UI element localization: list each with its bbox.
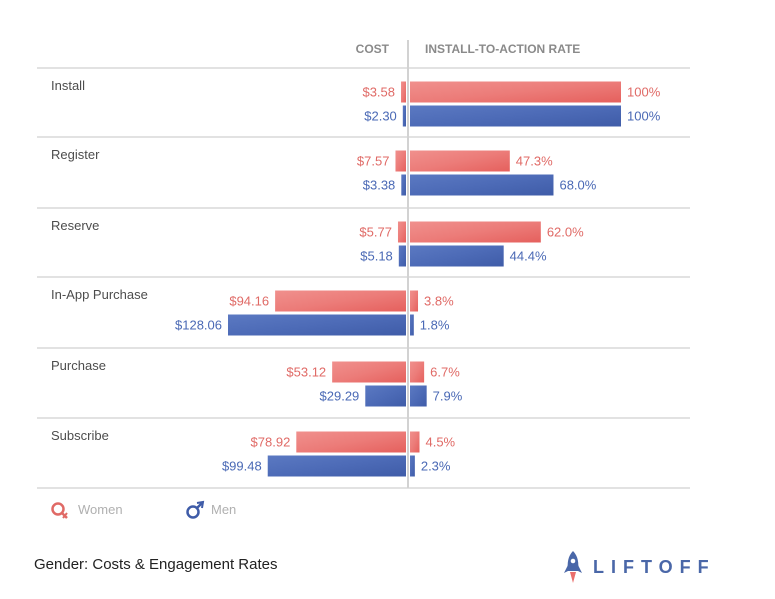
rate-bar-women-install — [410, 81, 621, 103]
male-icon-stem — [196, 502, 203, 509]
rate-label-women-register: 47.3% — [516, 154, 553, 169]
rate-label-men-purchase: 7.9% — [433, 389, 463, 404]
legend-women-label: Women — [78, 502, 123, 517]
cost-bar-men-register — [401, 174, 406, 196]
category-label-in-app-purchase: In-App Purchase — [51, 287, 148, 302]
rate-label-men-subscribe: 2.3% — [421, 459, 451, 474]
rate-bar-men-install — [410, 105, 621, 127]
legend-men-label: Men — [211, 502, 236, 517]
rocket-icon — [564, 551, 582, 583]
cost-bar-women-subscribe — [296, 431, 406, 453]
cost-label-women-register: $7.57 — [357, 154, 390, 169]
cost-bar-women-in-app-purchase — [275, 290, 406, 312]
legend: Women Men — [51, 500, 236, 519]
rate-label-women-in-app-purchase: 3.8% — [424, 294, 454, 309]
rate-bar-women-purchase — [410, 361, 425, 383]
rate-label-men-reserve: 44.4% — [510, 249, 547, 264]
cost-bar-men-reserve — [398, 245, 406, 267]
rate-bar-women-subscribe — [410, 431, 420, 453]
cost-label-men-reserve: $5.18 — [360, 249, 393, 264]
rate-bar-women-in-app-purchase — [410, 290, 419, 312]
cost-axis-header: COST — [356, 42, 390, 56]
cost-bar-men-install — [402, 105, 406, 127]
category-label-subscribe: Subscribe — [51, 428, 109, 443]
cost-label-women-reserve: $5.77 — [359, 225, 392, 240]
rate-label-men-register: 68.0% — [559, 178, 596, 193]
category-label-install: Install — [51, 78, 85, 93]
rate-bar-women-register — [410, 150, 510, 172]
category-label-register: Register — [51, 147, 100, 162]
rate-label-women-purchase: 6.7% — [430, 365, 460, 380]
rate-bar-men-purchase — [410, 385, 427, 407]
rate-label-men-in-app-purchase: 1.8% — [420, 318, 450, 333]
female-icon-ring — [51, 502, 65, 516]
rate-label-women-subscribe: 4.5% — [425, 435, 455, 450]
male-icon — [186, 500, 205, 519]
rate-label-women-install: 100% — [627, 85, 661, 100]
cost-bar-women-register — [395, 150, 406, 172]
category-label-purchase: Purchase — [51, 358, 106, 373]
rate-bar-men-register — [410, 174, 554, 196]
rate-bar-men-reserve — [410, 245, 504, 267]
male-icon-ring — [186, 505, 200, 519]
cost-label-men-subscribe: $99.48 — [222, 459, 262, 474]
female-icon-cross — [62, 512, 68, 519]
cost-label-women-in-app-purchase: $94.16 — [229, 294, 269, 309]
cost-label-women-subscribe: $78.92 — [251, 435, 291, 450]
cost-bar-men-in-app-purchase — [228, 314, 406, 336]
rate-label-women-reserve: 62.0% — [547, 225, 584, 240]
cost-label-women-purchase: $53.12 — [286, 365, 326, 380]
male-icon-arrow — [196, 500, 205, 509]
rate-bar-men-in-app-purchase — [410, 314, 414, 336]
cost-bar-men-purchase — [365, 385, 406, 407]
cost-bar-women-reserve — [397, 221, 406, 243]
cost-label-men-in-app-purchase: $128.06 — [175, 318, 222, 333]
rate-bar-men-subscribe — [410, 455, 415, 477]
cost-bar-women-purchase — [332, 361, 406, 383]
brand-logo: LIFTOFF — [563, 549, 716, 585]
chart-caption: Gender: Costs & Engagement Rates — [34, 556, 278, 573]
brand-name: LIFTOFF — [593, 556, 716, 577]
female-icon — [51, 502, 68, 519]
cost-label-men-install: $2.30 — [364, 109, 397, 124]
rate-label-men-install: 100% — [627, 109, 661, 124]
rate-bar-women-reserve — [410, 221, 541, 243]
rate-axis-header: INSTALL-TO-ACTION RATE — [425, 42, 580, 56]
cost-label-men-register: $3.38 — [363, 178, 396, 193]
cost-label-men-purchase: $29.29 — [320, 389, 360, 404]
cost-label-women-install: $3.58 — [362, 85, 395, 100]
cost-bar-women-install — [401, 81, 406, 103]
cost-bar-men-subscribe — [267, 455, 406, 477]
category-label-reserve: Reserve — [51, 218, 99, 233]
